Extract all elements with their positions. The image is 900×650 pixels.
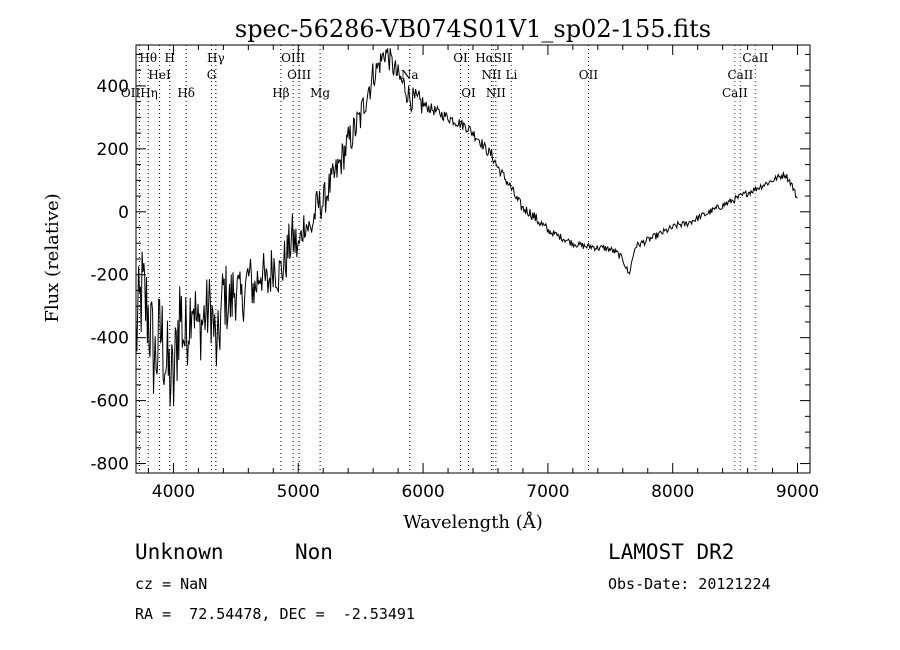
line-marker-label-19: OI bbox=[461, 86, 476, 100]
y-tick-label: -600 bbox=[90, 392, 129, 412]
line-marker-label-10: Na bbox=[401, 68, 419, 82]
y-tick-label: 200 bbox=[97, 140, 129, 160]
line-marker-label-16: Hδ bbox=[177, 86, 195, 100]
y-tick-label: -400 bbox=[90, 329, 129, 349]
chart-title: spec-56286-VB074S01V1_sp02-155.fits bbox=[235, 15, 711, 43]
line-marker-label-5: HαSII bbox=[475, 51, 512, 65]
line-marker-label-17: Hβ bbox=[272, 86, 289, 100]
line-marker-label-2: Hγ bbox=[207, 51, 225, 65]
line-marker-label-11: NII bbox=[481, 68, 501, 82]
line-marker-label-15: OIIHη bbox=[121, 86, 158, 100]
x-tick-label: 7000 bbox=[526, 482, 569, 502]
coordinates-text: RA = 72.54478, DEC = -2.53491 bbox=[135, 605, 415, 623]
classification-text: Unknown bbox=[135, 540, 224, 564]
x-tick-label: 4000 bbox=[152, 482, 195, 502]
obs-date-text: Obs-Date: 20121224 bbox=[608, 575, 771, 593]
spectrum-line bbox=[135, 48, 798, 407]
line-marker-label-7: HeI bbox=[148, 68, 171, 82]
survey-text: LAMOST DR2 bbox=[608, 540, 735, 564]
x-axis-label: Wavelength (Å) bbox=[403, 511, 543, 533]
y-tick-label: 0 bbox=[118, 203, 129, 223]
line-marker-label-13: OII bbox=[579, 68, 599, 82]
line-marker-label-6: CaII bbox=[742, 51, 768, 65]
y-axis-label: Flux (relative) bbox=[42, 193, 63, 322]
line-marker-label-3: OIII bbox=[281, 51, 305, 65]
line-marker-label-9: OIII bbox=[287, 68, 311, 82]
x-tick-label: 9000 bbox=[776, 482, 819, 502]
line-marker-label-18: Mg bbox=[310, 86, 330, 100]
line-marker-label-21: CaII bbox=[722, 86, 748, 100]
plot-frame bbox=[135, 44, 811, 474]
line-marker-label-8: G bbox=[207, 68, 217, 82]
x-tick-label: 6000 bbox=[401, 482, 444, 502]
y-tick-label: -800 bbox=[90, 455, 129, 475]
line-marker-label-0: Hθ bbox=[139, 51, 157, 65]
spectrum-series bbox=[135, 48, 798, 407]
x-tick-label: 5000 bbox=[277, 482, 320, 502]
redshift-text: cz = NaN bbox=[135, 575, 208, 593]
subclass-text: Non bbox=[295, 540, 333, 564]
line-marker-label-12: Li bbox=[506, 68, 518, 82]
plot-axes: 4000 5000 6000 7000 8000 9000-800-600-400-200… bbox=[90, 44, 819, 502]
y-tick-label: 400 bbox=[97, 77, 129, 97]
line-marker-label-4: OI bbox=[453, 51, 468, 65]
y-tick-label: -200 bbox=[90, 266, 129, 286]
spectrum-chart: spec-56286-VB074S01V1_sp02-155.fits Hθ H H… bbox=[42, 15, 819, 533]
line-marker-label-14: CaII bbox=[727, 68, 753, 82]
x-tick-label: 8000 bbox=[651, 482, 694, 502]
line-marker-label-1: H bbox=[164, 51, 174, 65]
line-marker-label-20: NII bbox=[486, 86, 506, 100]
